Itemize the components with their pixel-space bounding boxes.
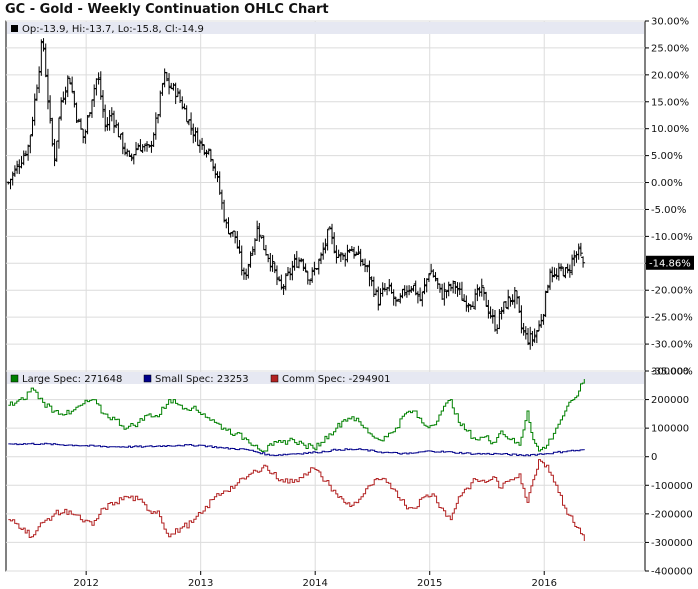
- price-ytick-label: 5.00%: [651, 151, 683, 162]
- price-ytick-label: -35.00%: [651, 367, 693, 378]
- price-ytick-label: 10.00%: [651, 124, 689, 135]
- cot-legend-band: [7, 372, 644, 384]
- cot-legend-swatch: [270, 374, 279, 383]
- xtick-label: 2015: [417, 578, 442, 589]
- price-ytick-label: 20.00%: [651, 70, 689, 81]
- cot-line-small-spec: [8, 442, 585, 457]
- cot-ytick-label: -400000: [651, 567, 693, 578]
- price-ytick-label: 30.00%: [651, 17, 689, 28]
- cot-ytick-label: 200000: [651, 395, 689, 406]
- cot-legend-text: Large Spec: 271648: [22, 374, 122, 385]
- price-ytick-label: -5.00%: [651, 205, 686, 216]
- price-legend-text: Op:-13.9, Hi:-13.7, Lo:-15.8, Cl:-14.9: [22, 24, 204, 35]
- last-value-label: -14.86%: [649, 258, 691, 269]
- price-ytick-label: -10.00%: [651, 232, 693, 243]
- last-value-box: [646, 255, 694, 270]
- price-ytick-label: -20.00%: [651, 286, 693, 297]
- cot-ytick-label: -100000: [651, 481, 693, 492]
- price-ytick-label: -30.00%: [651, 340, 693, 351]
- xtick-label: 2013: [188, 578, 213, 589]
- cot-legend-text: Comm Spec: -294901: [282, 374, 390, 385]
- cot-line-large-spec: [8, 379, 585, 452]
- price-ytick-label: 0.00%: [651, 178, 683, 189]
- xtick-label: 2012: [73, 578, 98, 589]
- cot-legend-swatch: [143, 374, 152, 383]
- price-ytick-label: 25.00%: [651, 43, 689, 54]
- cot-ytick-label: 0: [651, 452, 657, 463]
- cot-legend-text: Small Spec: 23253: [155, 374, 249, 385]
- price-legend-band: [7, 22, 644, 34]
- xtick-label: 2016: [531, 578, 556, 589]
- cot-panel: [5, 370, 646, 572]
- price-panel: [5, 20, 646, 372]
- price-ytick-label: 15.00%: [651, 97, 689, 108]
- cot-ytick-label: 100000: [651, 424, 689, 435]
- chart-title: GC - Gold - Weekly Continuation OHLC Cha…: [5, 2, 329, 17]
- cot-legend-swatch: [10, 374, 19, 383]
- xtick-label: 2014: [302, 578, 327, 589]
- price-legend-swatch: [11, 25, 18, 32]
- cot-line-comm-spec: [8, 459, 585, 541]
- price-ytick-label: -25.00%: [651, 313, 693, 324]
- cot-ytick-label: -200000: [651, 509, 693, 520]
- cot-ytick-label: 300000: [651, 367, 689, 378]
- cot-ytick-label: -300000: [651, 538, 693, 549]
